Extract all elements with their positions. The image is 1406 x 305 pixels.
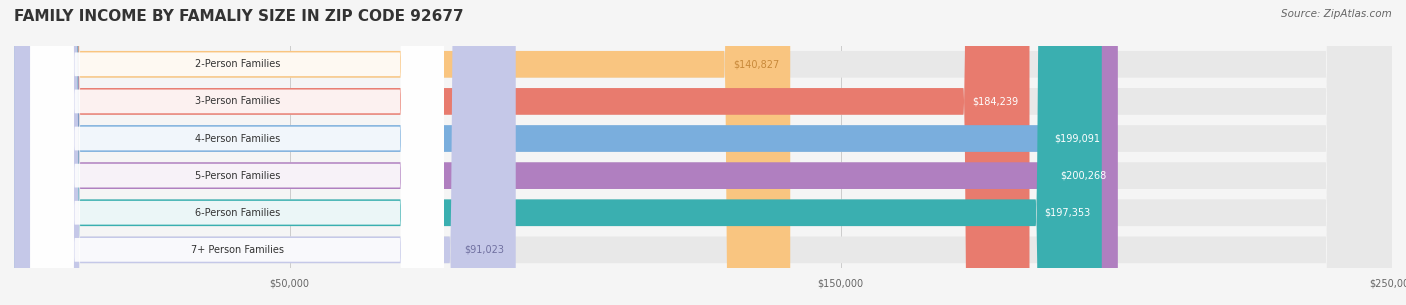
- Text: 2-Person Families: 2-Person Families: [194, 59, 280, 69]
- FancyBboxPatch shape: [14, 0, 790, 305]
- FancyBboxPatch shape: [14, 0, 1029, 305]
- FancyBboxPatch shape: [14, 0, 1392, 305]
- FancyBboxPatch shape: [14, 0, 1392, 305]
- FancyBboxPatch shape: [31, 0, 444, 305]
- Text: Source: ZipAtlas.com: Source: ZipAtlas.com: [1281, 9, 1392, 19]
- FancyBboxPatch shape: [14, 0, 1118, 305]
- FancyBboxPatch shape: [31, 0, 444, 305]
- FancyBboxPatch shape: [14, 0, 516, 305]
- FancyBboxPatch shape: [31, 0, 444, 305]
- FancyBboxPatch shape: [14, 0, 1392, 305]
- FancyBboxPatch shape: [31, 0, 444, 305]
- FancyBboxPatch shape: [14, 0, 1392, 305]
- Text: $197,353: $197,353: [1045, 208, 1091, 218]
- Text: $140,827: $140,827: [733, 59, 779, 69]
- Text: $91,023: $91,023: [465, 245, 505, 255]
- FancyBboxPatch shape: [14, 0, 1392, 305]
- Text: 4-Person Families: 4-Person Families: [194, 134, 280, 144]
- Text: $199,091: $199,091: [1054, 134, 1101, 144]
- FancyBboxPatch shape: [31, 0, 444, 305]
- Text: $184,239: $184,239: [973, 96, 1018, 106]
- FancyBboxPatch shape: [31, 0, 444, 305]
- Text: 6-Person Families: 6-Person Families: [194, 208, 280, 218]
- FancyBboxPatch shape: [14, 0, 1111, 305]
- Text: FAMILY INCOME BY FAMALIY SIZE IN ZIP CODE 92677: FAMILY INCOME BY FAMALIY SIZE IN ZIP COD…: [14, 9, 464, 24]
- Text: 5-Person Families: 5-Person Families: [194, 170, 280, 181]
- Text: $200,268: $200,268: [1060, 170, 1107, 181]
- FancyBboxPatch shape: [14, 0, 1102, 305]
- FancyBboxPatch shape: [14, 0, 1392, 305]
- Text: 7+ Person Families: 7+ Person Families: [191, 245, 284, 255]
- Text: 3-Person Families: 3-Person Families: [194, 96, 280, 106]
